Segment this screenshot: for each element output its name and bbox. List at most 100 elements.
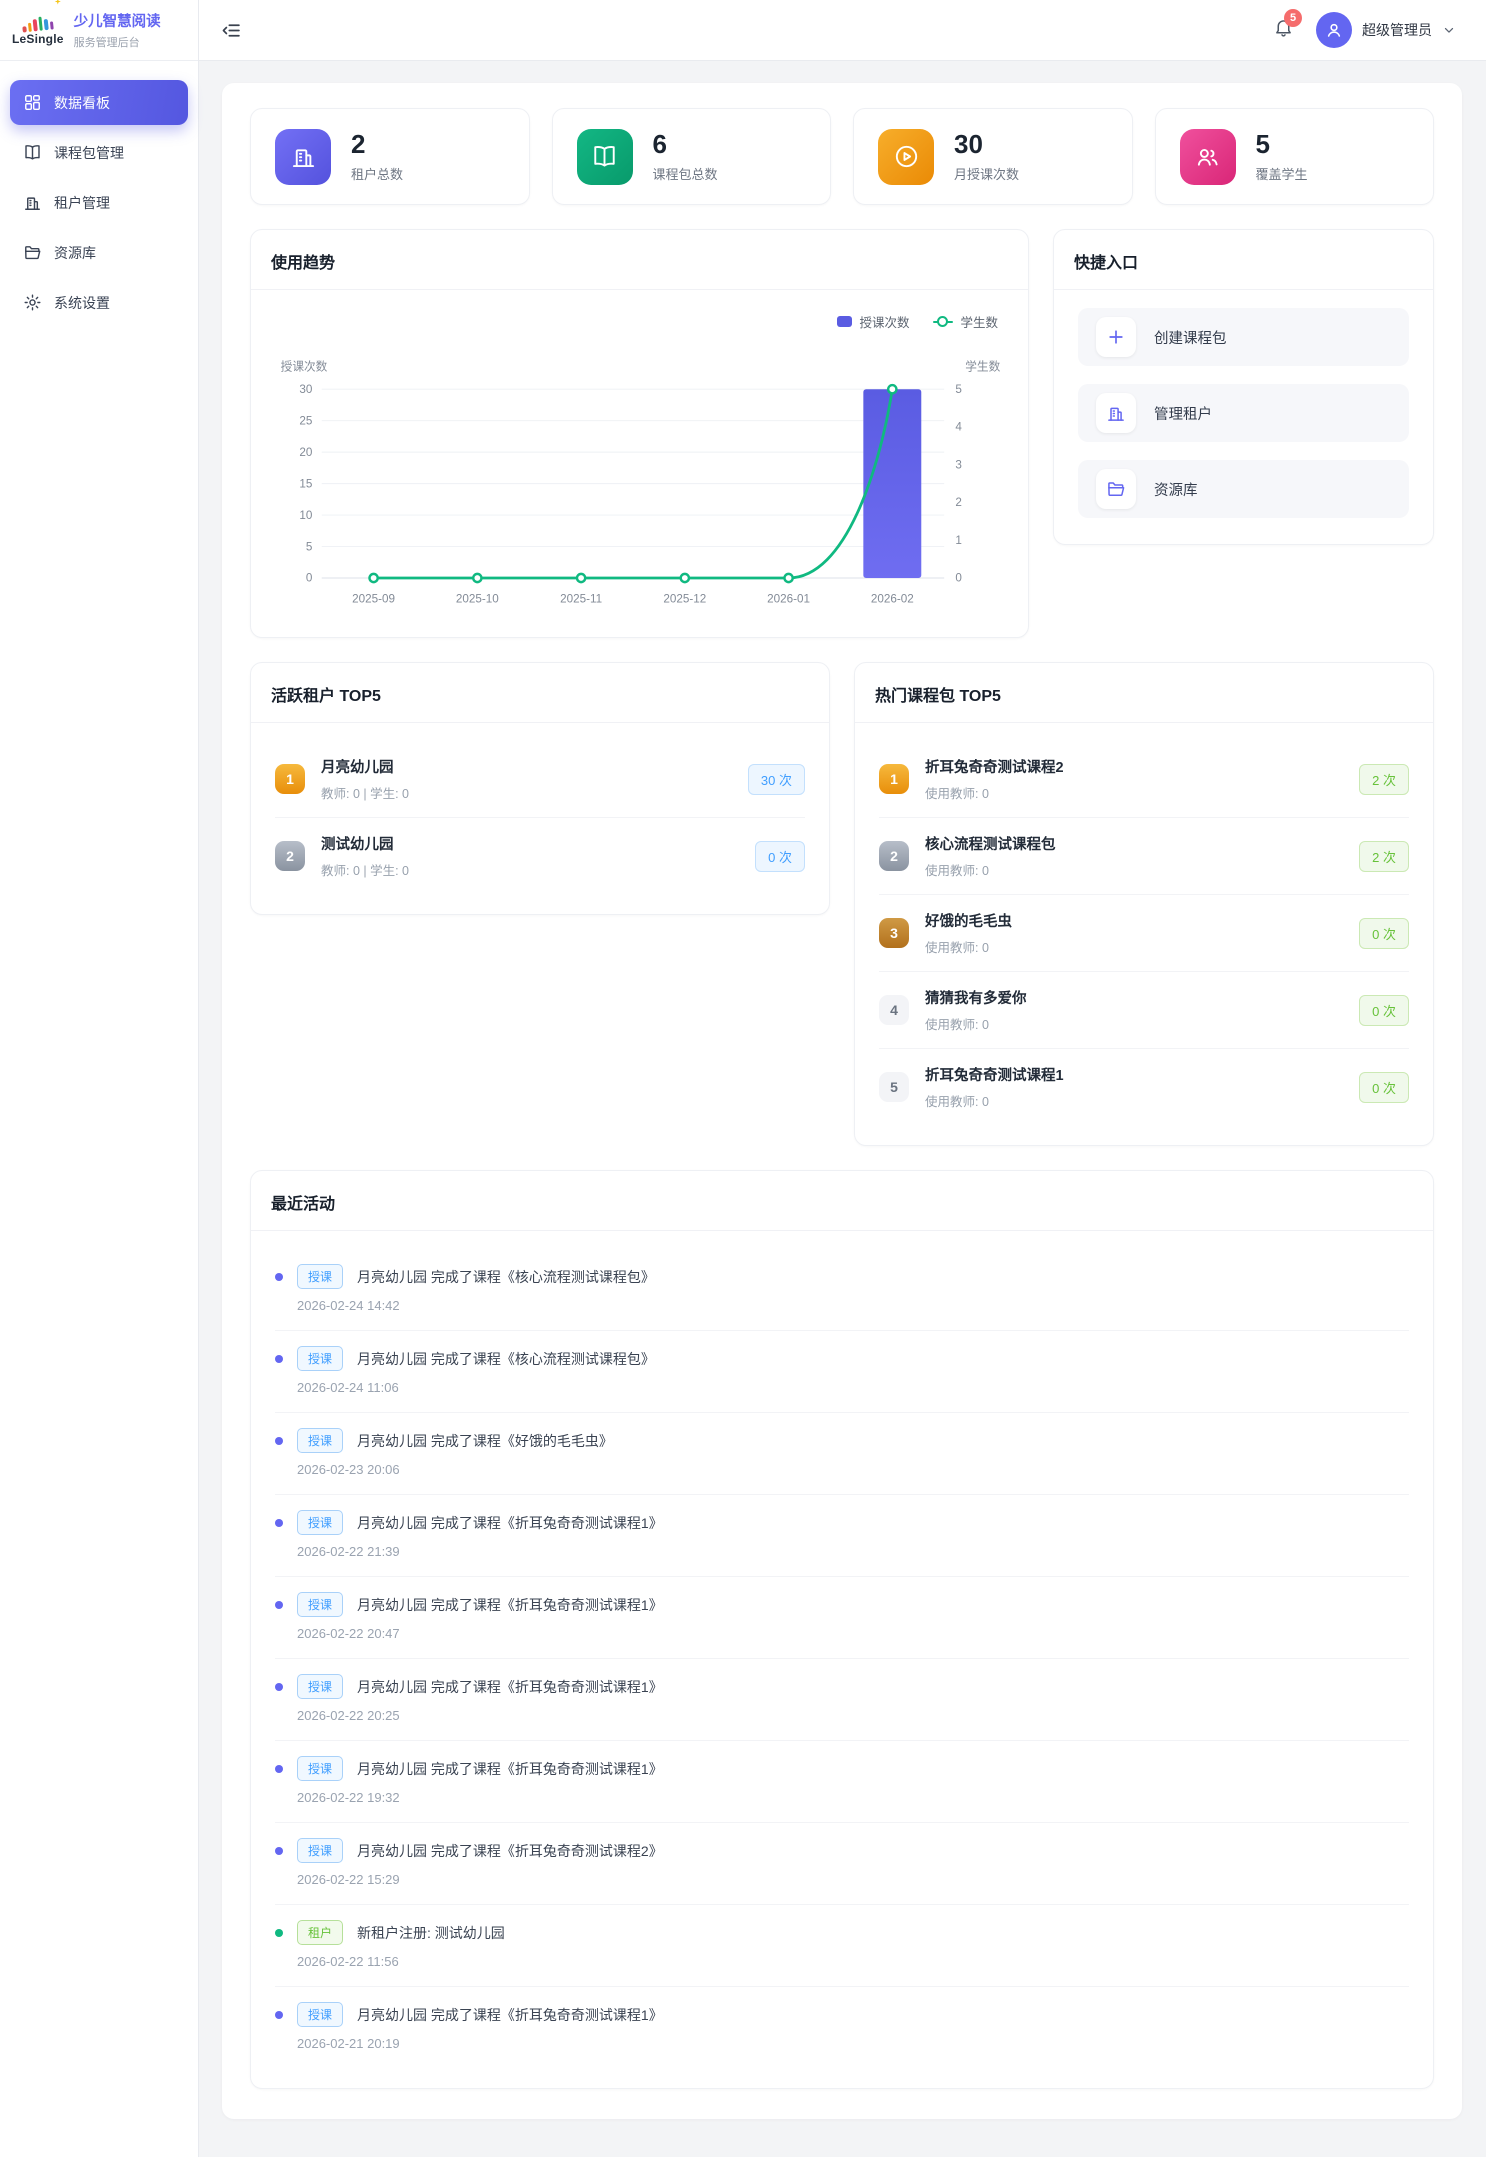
- sidebar-item-label: 系统设置: [54, 294, 110, 311]
- tenant-name: 月亮幼儿园: [321, 760, 394, 777]
- activity-type-tag: 授课: [297, 1264, 344, 1290]
- activity-dot-icon: [275, 1846, 283, 1855]
- activity-text: 月亮幼儿园 完成了课程《核心流程测试课程包》: [357, 1350, 655, 1367]
- quick-entry-label: 资源库: [1154, 482, 1198, 499]
- sidebar-item[interactable]: 课程包管理: [10, 130, 188, 175]
- logo-spark-icon: [54, 0, 61, 5]
- package-meta: 使用教师: 0: [925, 864, 989, 879]
- gear-icon: [24, 294, 41, 311]
- brand-logo: LeSingle: [12, 0, 64, 46]
- activity-item: 授课 月亮幼儿园 完成了课程《折耳兔奇奇测试课程1》 2026-02-22 21…: [275, 1495, 1409, 1578]
- activity-timestamp: 2026-02-22 20:25: [297, 1708, 400, 1724]
- activity-dot-icon: [275, 2010, 283, 2019]
- stat-value: 2: [351, 129, 366, 160]
- activity-item: 租户 新租户注册: 测试幼儿园 2026-02-22 11:56: [275, 1905, 1409, 1988]
- svg-text:30: 30: [299, 383, 312, 396]
- activity-timestamp: 2026-02-22 15:29: [297, 1872, 400, 1888]
- usage-trend-card: 使用趋势 授课次数 学生数: [250, 229, 1029, 639]
- brand-logo-text: LeSingle: [12, 31, 64, 46]
- svg-text:1: 1: [955, 534, 962, 547]
- tenant-name: 测试幼儿园: [321, 837, 394, 854]
- quick-entry-item[interactable]: 创建课程包: [1078, 308, 1409, 366]
- activity-item: 授课 月亮幼儿园 完成了课程《核心流程测试课程包》 2026-02-24 14:…: [275, 1249, 1409, 1332]
- stat-card: 2 租户总数: [250, 108, 530, 205]
- book-open-icon: [594, 146, 615, 167]
- rank-badge: 5: [879, 1072, 909, 1103]
- activity-text: 月亮幼儿园 完成了课程《好饿的毛毛虫》: [357, 1432, 613, 1449]
- plus-icon: [1109, 330, 1123, 344]
- package-row: 4 猜猜我有多爱你 使用教师: 0 0 次: [879, 972, 1409, 1050]
- activity-dot-icon: [275, 1682, 283, 1691]
- package-name: 好饿的毛毛虫: [925, 914, 1012, 931]
- quick-entry-item[interactable]: 资源库: [1078, 460, 1409, 518]
- tenant-row: 1 月亮幼儿园 教师: 0 | 学生: 0 30 次: [275, 741, 805, 819]
- legend-label: 授课次数: [859, 316, 910, 330]
- svg-text:10: 10: [299, 509, 312, 522]
- usage-trend-title: 使用趋势: [251, 230, 1028, 290]
- stat-card: 5 覆盖学生: [1154, 108, 1434, 205]
- notification-badge: 5: [1284, 9, 1302, 27]
- sidebar-item[interactable]: 资源库: [10, 230, 188, 275]
- brand-title: 少儿智慧阅读: [73, 14, 161, 30]
- activity-timestamp: 2026-02-22 21:39: [297, 1544, 400, 1560]
- topbar: 5 超级管理员: [199, 0, 1486, 61]
- activity-type-tag: 授课: [297, 1674, 344, 1700]
- active-tenants-title: 活跃租户 TOP5: [251, 663, 829, 724]
- usage-count-badge: 30 次: [747, 763, 805, 795]
- activity-text: 月亮幼儿园 完成了课程《折耳兔奇奇测试课程2》: [357, 1842, 663, 1859]
- usage-count-badge: 0 次: [1359, 994, 1409, 1026]
- menu-fold-icon: [222, 23, 240, 37]
- activity-timestamp: 2026-02-24 14:42: [297, 1298, 400, 1314]
- notification-button[interactable]: 5: [1273, 9, 1302, 43]
- recent-activity-title: 最近活动: [251, 1171, 1433, 1232]
- stat-card: 6 课程包总数: [551, 108, 831, 205]
- user-menu[interactable]: 超级管理员: [1316, 12, 1456, 48]
- legend-item[interactable]: 授课次数: [837, 312, 909, 331]
- svg-text:4: 4: [955, 421, 962, 434]
- sidebar-item-label: 课程包管理: [54, 144, 124, 161]
- stat-value: 6: [652, 129, 667, 160]
- book-icon: [25, 145, 40, 160]
- quick-entry-item[interactable]: 管理租户: [1078, 384, 1409, 442]
- activity-item: 授课 月亮幼儿园 完成了课程《折耳兔奇奇测试课程1》 2026-02-21 20…: [275, 1987, 1409, 2068]
- package-name: 核心流程测试课程包: [925, 837, 1056, 854]
- svg-text:15: 15: [299, 477, 312, 490]
- activity-timestamp: 2026-02-23 20:06: [297, 1462, 400, 1478]
- stat-cards: 2 租户总数 6 课程: [250, 108, 1434, 205]
- activity-dot-icon: [275, 1764, 283, 1773]
- sidebar-item[interactable]: 租户管理: [10, 180, 188, 225]
- sidebar-item[interactable]: 系统设置: [10, 280, 188, 325]
- hot-packages-card: 热门课程包 TOP5 1 折耳兔奇奇测试课程2 使用教师: 0 2 次: [854, 662, 1434, 1147]
- activity-item: 授课 月亮幼儿园 完成了课程《折耳兔奇奇测试课程1》 2026-02-22 20…: [275, 1577, 1409, 1660]
- quick-entry-icon-tile: [1096, 317, 1136, 357]
- svg-text:授课次数: 授课次数: [281, 360, 328, 374]
- tenant-meta: 教师: 0 | 学生: 0: [321, 864, 409, 879]
- package-name: 折耳兔奇奇测试课程1: [925, 1068, 1064, 1085]
- quick-entry-label: 创建课程包: [1154, 330, 1227, 347]
- activity-timestamp: 2026-02-22 19:32: [297, 1790, 400, 1806]
- package-row: 3 好饿的毛毛虫 使用教师: 0 0 次: [879, 895, 1409, 973]
- sidebar-item[interactable]: 数据看板: [10, 80, 188, 125]
- package-name: 猜猜我有多爱你: [925, 991, 1027, 1008]
- activity-text: 月亮幼儿园 完成了课程《折耳兔奇奇测试课程1》: [357, 2006, 663, 2023]
- usage-count-badge: 0 次: [755, 840, 805, 872]
- activity-item: 授课 月亮幼儿园 完成了课程《折耳兔奇奇测试课程1》 2026-02-22 19…: [275, 1741, 1409, 1824]
- legend-item[interactable]: 学生数: [933, 312, 998, 331]
- collapse-sidebar-button[interactable]: [221, 20, 242, 41]
- svg-text:5: 5: [955, 383, 962, 396]
- activity-dot-icon: [275, 1354, 283, 1363]
- svg-text:20: 20: [299, 446, 312, 459]
- svg-text:2025-09: 2025-09: [352, 592, 395, 605]
- chart-legend: 授课次数 学生数: [275, 308, 1004, 331]
- usage-count-badge: 2 次: [1359, 763, 1409, 795]
- stat-label: 租户总数: [351, 166, 404, 182]
- package-name: 折耳兔奇奇测试课程2: [925, 760, 1064, 777]
- user-name: 超级管理员: [1362, 22, 1432, 38]
- folder-open-icon: [1108, 482, 1125, 496]
- package-row: 1 折耳兔奇奇测试课程2 使用教师: 0 2 次: [879, 741, 1409, 819]
- activity-text: 月亮幼儿园 完成了课程《折耳兔奇奇测试课程1》: [357, 1596, 663, 1613]
- rank-badge: 2: [879, 841, 909, 872]
- activity-text: 月亮幼儿园 完成了课程《折耳兔奇奇测试课程1》: [357, 1760, 663, 1777]
- hot-packages-title: 热门课程包 TOP5: [855, 663, 1433, 724]
- activity-item: 授课 月亮幼儿园 完成了课程《折耳兔奇奇测试课程2》 2026-02-22 15…: [275, 1823, 1409, 1906]
